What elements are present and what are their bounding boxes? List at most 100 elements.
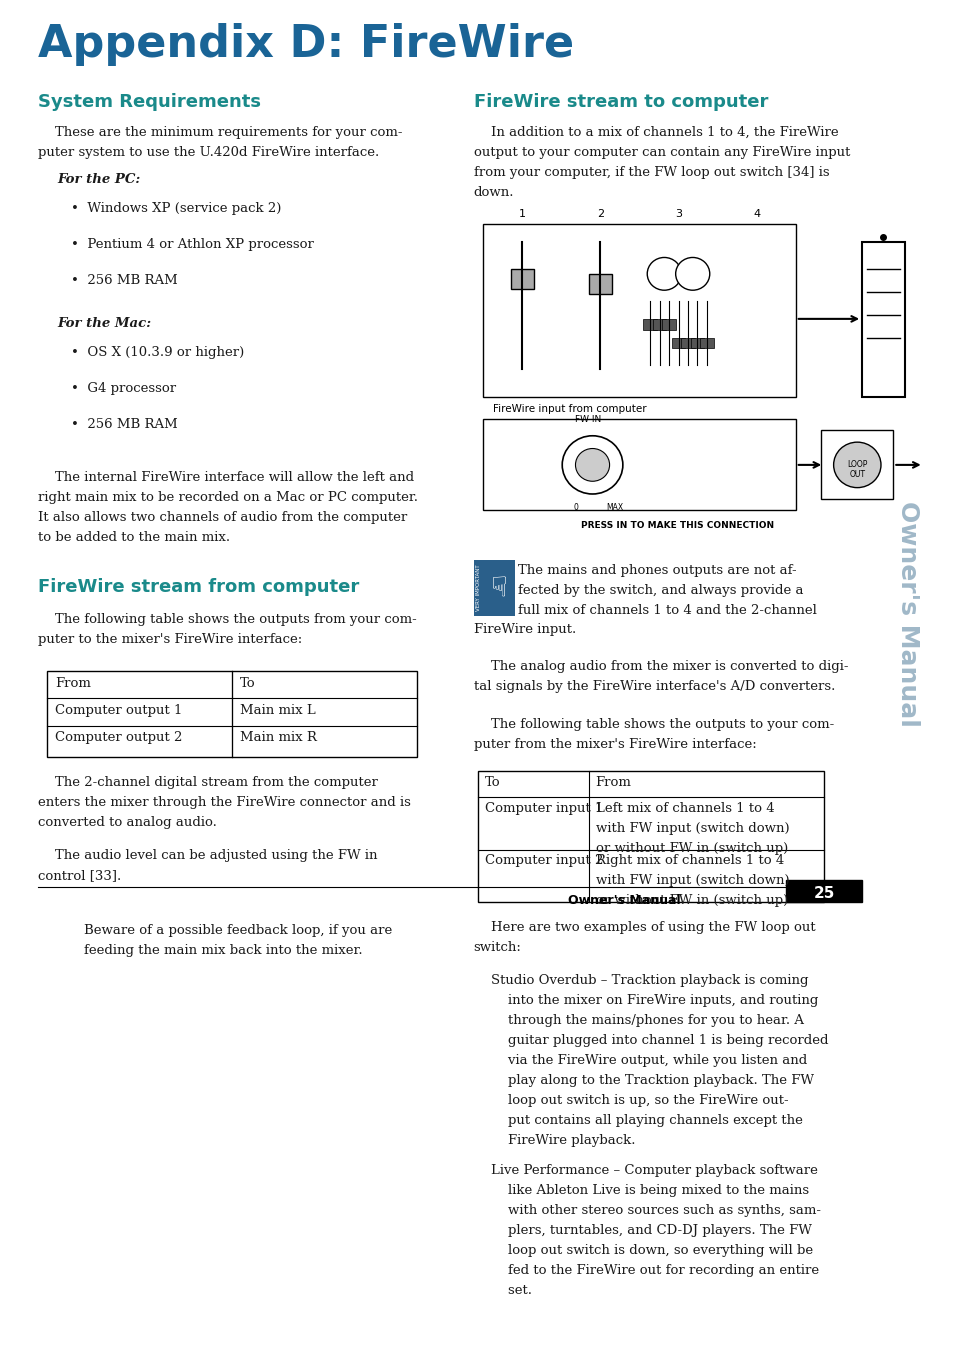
Text: 1: 1 — [518, 209, 525, 219]
Text: ☞: ☞ — [45, 933, 74, 960]
Text: guitar plugged into channel 1 is being recorded: guitar plugged into channel 1 is being r… — [473, 1034, 827, 1048]
Text: ☞: ☞ — [479, 575, 508, 601]
Text: •  OS X (10.3.9 or higher): • OS X (10.3.9 or higher) — [71, 347, 244, 359]
Text: The audio level can be adjusted using the FW in: The audio level can be adjusted using th… — [38, 849, 377, 863]
Bar — [473, 559, 515, 616]
Text: Main mix L: Main mix L — [239, 703, 315, 717]
Text: with FW input (switch down): with FW input (switch down) — [595, 822, 788, 834]
Text: Right mix of channels 1 to 4: Right mix of channels 1 to 4 — [595, 855, 783, 867]
Circle shape — [575, 448, 609, 481]
Text: Studio Overdub – Tracktion playback is coming: Studio Overdub – Tracktion playback is c… — [473, 975, 807, 987]
Text: control [33].: control [33]. — [38, 869, 121, 883]
Text: 2: 2 — [597, 209, 603, 219]
Text: Computer input 2: Computer input 2 — [484, 855, 602, 867]
Text: For the Mac:: For the Mac: — [57, 317, 151, 331]
Text: The following table shows the outputs from your com-: The following table shows the outputs fr… — [38, 613, 416, 626]
Text: tal signals by the FireWire interface's A/D converters.: tal signals by the FireWire interface's … — [473, 679, 834, 693]
Bar — [862, 242, 903, 397]
Bar — [642, 320, 656, 331]
Text: via the FireWire output, while you listen and: via the FireWire output, while you liste… — [473, 1054, 806, 1068]
Text: For the PC:: For the PC: — [57, 173, 140, 186]
Text: VERY IMPORTANT: VERY IMPORTANT — [40, 923, 46, 969]
Bar — [690, 338, 703, 348]
Text: puter from the mixer's FireWire interface:: puter from the mixer's FireWire interfac… — [473, 738, 756, 751]
Text: from your computer, if the FW loop out switch [34] is: from your computer, if the FW loop out s… — [473, 166, 828, 178]
Text: puter to the mixer's FireWire interface:: puter to the mixer's FireWire interface: — [38, 633, 302, 645]
Bar — [48, 671, 416, 757]
Text: The 2-channel digital stream from the computer: The 2-channel digital stream from the co… — [38, 776, 377, 788]
Text: with FW input (switch down): with FW input (switch down) — [595, 875, 788, 887]
Text: MAX: MAX — [606, 504, 623, 512]
Text: FireWire input from computer: FireWire input from computer — [492, 404, 645, 414]
Text: 4: 4 — [752, 209, 760, 219]
Bar — [482, 224, 795, 397]
Text: System Requirements: System Requirements — [38, 93, 260, 111]
Text: FireWire playback.: FireWire playback. — [473, 1134, 635, 1148]
Bar — [661, 320, 675, 331]
Text: Live Performance – Computer playback software: Live Performance – Computer playback sof… — [473, 1164, 817, 1177]
Text: play along to the Tracktion playback. The FW: play along to the Tracktion playback. Th… — [473, 1075, 813, 1088]
Text: enters the mixer through the FireWire connector and is: enters the mixer through the FireWire co… — [38, 795, 411, 809]
Text: •  G4 processor: • G4 processor — [71, 382, 176, 396]
Bar — [510, 269, 533, 289]
Text: converted to analog audio.: converted to analog audio. — [38, 815, 216, 829]
Text: VERY IMPORTANT: VERY IMPORTANT — [476, 564, 480, 612]
Bar — [680, 338, 694, 348]
Text: The following table shows the outputs to your com-: The following table shows the outputs to… — [473, 718, 833, 730]
Text: Appendix D: FireWire: Appendix D: FireWire — [38, 23, 574, 66]
Text: put contains all playing channels except the: put contains all playing channels except… — [473, 1115, 801, 1127]
Text: To: To — [239, 676, 255, 690]
Bar — [482, 420, 795, 510]
Text: The analog audio from the mixer is converted to digi-: The analog audio from the mixer is conve… — [473, 660, 847, 672]
Text: loop out switch is down, so everything will be: loop out switch is down, so everything w… — [473, 1243, 812, 1257]
Text: 25: 25 — [813, 886, 834, 900]
Text: Left mix of channels 1 to 4: Left mix of channels 1 to 4 — [595, 802, 774, 814]
Text: switch:: switch: — [473, 941, 521, 953]
Text: To: To — [484, 776, 500, 788]
Text: Computer input 1: Computer input 1 — [484, 802, 602, 814]
Text: Computer output 1: Computer output 1 — [55, 703, 182, 717]
Text: like Ableton Live is being mixed to the mains: like Ableton Live is being mixed to the … — [473, 1184, 808, 1196]
Text: Owner's Manual: Owner's Manual — [895, 501, 920, 728]
Text: •  256 MB RAM: • 256 MB RAM — [71, 418, 177, 432]
Text: Main mix R: Main mix R — [239, 732, 316, 744]
Text: with other stereo sources such as synths, sam-: with other stereo sources such as synths… — [473, 1204, 820, 1216]
Text: It also allows two channels of audio from the computer: It also allows two channels of audio fro… — [38, 510, 407, 524]
Bar — [588, 274, 611, 294]
Circle shape — [833, 443, 880, 487]
Bar — [652, 320, 665, 331]
Text: through the mains/phones for you to hear. A: through the mains/phones for you to hear… — [473, 1014, 802, 1027]
Text: •  256 MB RAM: • 256 MB RAM — [71, 274, 177, 288]
Text: or without FW in (switch up): or without FW in (switch up) — [595, 894, 787, 907]
Text: fed to the FireWire out for recording an entire: fed to the FireWire out for recording an… — [473, 1264, 818, 1277]
Circle shape — [561, 436, 622, 494]
Text: In addition to a mix of channels 1 to 4, the FireWire: In addition to a mix of channels 1 to 4,… — [473, 126, 838, 139]
Text: LOOP
OUT: LOOP OUT — [846, 460, 866, 479]
Text: FireWire stream from computer: FireWire stream from computer — [38, 578, 358, 597]
Text: Here are two examples of using the FW loop out: Here are two examples of using the FW lo… — [473, 921, 815, 934]
Text: 0: 0 — [573, 504, 578, 512]
Text: The internal FireWire interface will allow the left and: The internal FireWire interface will all… — [38, 471, 414, 483]
Text: FireWire input.: FireWire input. — [473, 624, 576, 636]
Text: right main mix to be recorded on a Mac or PC computer.: right main mix to be recorded on a Mac o… — [38, 491, 417, 504]
Text: •  Pentium 4 or Athlon XP processor: • Pentium 4 or Athlon XP processor — [71, 238, 314, 251]
Text: plers, turntables, and CD-DJ players. The FW: plers, turntables, and CD-DJ players. Th… — [473, 1223, 811, 1237]
Bar — [785, 880, 862, 903]
Circle shape — [675, 258, 709, 290]
Text: down.: down. — [473, 185, 514, 198]
Circle shape — [646, 258, 680, 290]
Text: 3: 3 — [675, 209, 681, 219]
Text: to be added to the main mix.: to be added to the main mix. — [38, 531, 230, 544]
Text: The mains and phones outputs are not af-: The mains and phones outputs are not af- — [517, 564, 796, 576]
Bar — [700, 338, 713, 348]
Text: PRESS IN TO MAKE THIS CONNECTION: PRESS IN TO MAKE THIS CONNECTION — [580, 521, 773, 531]
Text: or without FW in (switch up): or without FW in (switch up) — [595, 841, 787, 855]
Text: From: From — [55, 676, 91, 690]
Text: puter system to use the U.420d FireWire interface.: puter system to use the U.420d FireWire … — [38, 146, 378, 158]
Text: into the mixer on FireWire inputs, and routing: into the mixer on FireWire inputs, and r… — [473, 995, 817, 1007]
Text: FW IN: FW IN — [574, 414, 600, 424]
Text: These are the minimum requirements for your com-: These are the minimum requirements for y… — [38, 126, 402, 139]
Text: From: From — [595, 776, 631, 788]
Text: fected by the switch, and always provide a: fected by the switch, and always provide… — [517, 585, 802, 597]
Text: Owner's Manual: Owner's Manual — [568, 894, 680, 907]
